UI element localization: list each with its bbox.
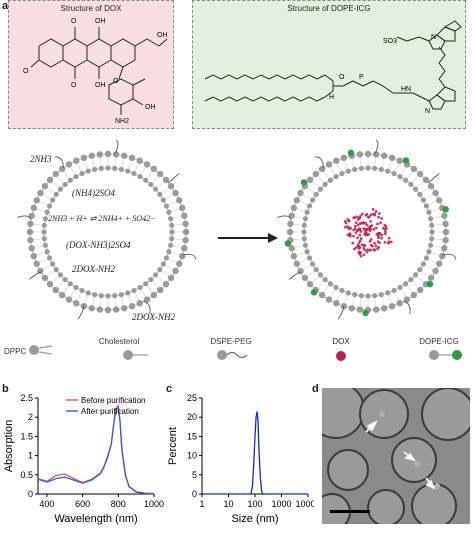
- dox-structure-title: Structure of DOX: [60, 4, 122, 13]
- y-axis-label: Absorption: [4, 420, 15, 473]
- panel-label-c: c: [166, 383, 173, 395]
- legend-label-dox: DOX: [332, 337, 350, 346]
- eq-dox-inner: 2DOX-NH2: [72, 264, 115, 274]
- x-tick-label: 10000: [295, 499, 314, 509]
- legend-entry-1: After purification: [81, 407, 139, 416]
- y-tick-label: 0.5: [20, 470, 33, 480]
- dox-sugar-o-label: O: [113, 78, 119, 85]
- y-tick-label: 25: [187, 393, 197, 403]
- dox-oh-label-1: OH: [95, 18, 106, 25]
- dox-oh-label-3: OH: [157, 32, 168, 39]
- dox-nh2-label: NH2: [115, 118, 129, 125]
- x-tick-label: 10: [223, 499, 233, 509]
- legend-entry-0: Before purification: [81, 396, 145, 405]
- x-tick-label: 100: [247, 499, 262, 509]
- x-tick-label: 600: [75, 499, 90, 509]
- legend-icon-dspe-peg: [217, 350, 248, 360]
- panel-label-a: a: [2, 0, 9, 12]
- panel-label-d: d: [312, 383, 319, 395]
- legend-icon-dox: [336, 351, 346, 361]
- process-arrow: [218, 233, 278, 243]
- dox-aggregate: [343, 208, 393, 258]
- x-tick-label: 1000: [271, 499, 291, 509]
- icg-structure-title: Structure of DOPE-ICG: [287, 4, 371, 13]
- y-tick-label: 2.5: [20, 393, 33, 403]
- icg-hn-label: HN: [401, 86, 411, 93]
- cryo-tem-micrograph: [322, 388, 470, 524]
- liposome-left: [17, 139, 197, 320]
- icg-h-label: H: [329, 94, 334, 101]
- size-distribution-chart: 0 5 10 15 20 25 1 10 100 1000 10000 Size (nm) Percen…: [167, 393, 314, 525]
- dox-o-label: O: [71, 18, 77, 25]
- y-tick-label: 20: [187, 412, 197, 422]
- liposome-left-bilayer: [17, 139, 197, 320]
- series-line-0: [37, 404, 155, 495]
- y-axis-label: Percent: [167, 427, 179, 465]
- icg-structure-drawing: SO3 N N HN O P H: [204, 20, 462, 115]
- y-tick-label: 2: [28, 412, 33, 422]
- legend-label-dspe-peg: DSPE-PEG: [210, 337, 252, 346]
- eq-dox-outer: 2DOX-NH2: [132, 312, 175, 322]
- icg-structure-box: Structure of DOPE-ICG: [192, 0, 466, 129]
- y-tick-label: 1.5: [20, 431, 33, 441]
- x-tick-label: 400: [39, 499, 54, 509]
- panel-label-b: b: [2, 383, 9, 395]
- y-tick-label: 10: [187, 451, 197, 461]
- dox-oh-label-4: OH: [145, 104, 156, 111]
- dox-structure-box: Structure of DOX O OH: [8, 0, 174, 129]
- x-tick-label: 1000: [144, 499, 164, 509]
- y-tick-label: 15: [187, 431, 197, 441]
- dox-o-label-2: O: [71, 82, 77, 89]
- legend-label-dppc: DPPC: [4, 347, 27, 356]
- eq-protonation: 2NH3 + H+ ⇌ 2NH4+ + SO42−: [48, 214, 156, 223]
- y-tick-label: 5: [192, 470, 197, 480]
- legend-icon-dope-icg: [429, 350, 462, 360]
- series-line-0: [202, 411, 308, 495]
- absorption-chart: 0 0.5 1 1.5 2 2.5 400 600 800 1000 Wavelength (nm)…: [4, 393, 164, 525]
- dox-structure-drawing: O OH O OH O OH O OH NH2: [23, 18, 168, 125]
- icg-o-label: O: [339, 74, 345, 81]
- eq-ammonium-sulfate: (NH4)2SO4: [72, 188, 115, 198]
- dox-ome-label: O: [23, 68, 29, 75]
- x-axis-label: Wavelength (nm): [54, 513, 137, 525]
- liposome-right: [277, 139, 457, 320]
- legend-icon-cholesterol: [123, 350, 148, 360]
- y-tick-label: 1: [28, 451, 33, 461]
- legend-label-dope-icg: DOPE-ICG: [419, 337, 459, 346]
- legend-icon-dppc: [29, 345, 53, 355]
- x-axis-label: Size (nm): [231, 513, 278, 525]
- eq-dox-sulfate: (DOX-NH3)2SO4: [66, 240, 131, 250]
- x-tick-label: 1: [199, 499, 204, 509]
- dox-oh-label-2: OH: [95, 82, 106, 89]
- icg-n-label-1: N: [431, 34, 436, 41]
- y-tick-label: 0: [28, 489, 33, 499]
- icg-p-label: P: [359, 74, 364, 81]
- series-line-1: [37, 406, 155, 495]
- y-tick-label: 0: [192, 489, 197, 499]
- icg-n-label-2: N: [425, 108, 430, 115]
- legend-label-cholesterol: Cholesterol: [98, 337, 140, 346]
- icg-so3-label: SO3: [383, 38, 397, 45]
- eq-nh3-out: 2NH3: [30, 154, 52, 164]
- liposome-right-bilayer: [277, 139, 457, 320]
- x-tick-label: 800: [111, 499, 126, 509]
